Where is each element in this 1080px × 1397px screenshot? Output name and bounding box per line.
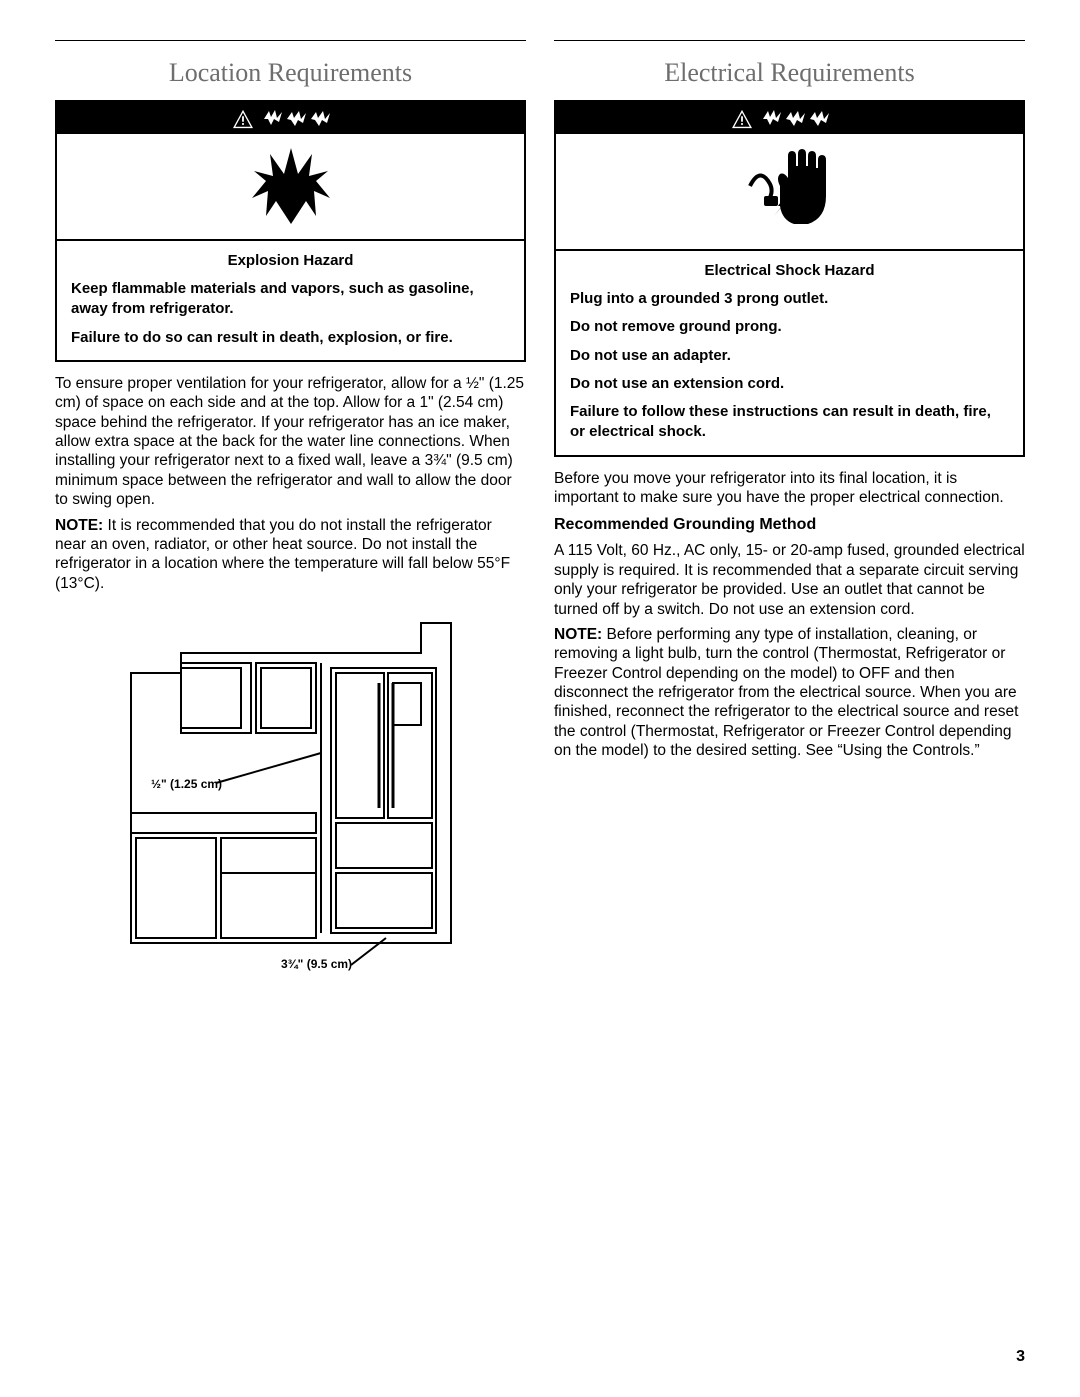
warn-line-r4: Do not use an extension cord. [570, 374, 1009, 394]
right-column: Electrical Requirements [554, 40, 1025, 978]
explosion-warning-text: Explosion Hazard Keep flammable material… [57, 241, 524, 360]
warn-line-r2: Do not remove ground prong. [570, 317, 1009, 337]
location-body: To ensure proper ventilation for your re… [55, 374, 526, 593]
dim-bottom-label: 3¾" (9.5 cm) [281, 957, 352, 971]
explosion-icon-area [57, 134, 524, 239]
hazard-title-left: Explosion Hazard [71, 251, 510, 271]
warning-header-left [57, 102, 524, 134]
electrical-intro: Before you move your refrigerator into i… [554, 469, 1025, 508]
grounding-para: A 115 Volt, 60 Hz., AC only, 15- or 20-a… [554, 541, 1025, 619]
grounding-subhead: Recommended Grounding Method [554, 515, 1025, 535]
installation-diagram: ½" (1.25 cm) 3¾" (9.5 cm) [55, 613, 526, 978]
warn-line-r1: Plug into a grounded 3 prong outlet. [570, 289, 1009, 309]
warning-text-icon [259, 108, 349, 130]
location-note-text: It is recommended that you do not instal… [55, 517, 510, 592]
ventilation-para: To ensure proper ventilation for your re… [55, 374, 526, 510]
electrical-note: NOTE: Before performing any type of inst… [554, 625, 1025, 761]
dim-side-label: ½" (1.25 cm) [151, 777, 222, 791]
explosion-warning-box: Explosion Hazard Keep flammable material… [55, 100, 526, 362]
shock-icon-area [556, 134, 1023, 249]
location-title: Location Requirements [55, 57, 526, 90]
location-note: NOTE: It is recommended that you do not … [55, 516, 526, 594]
warn-line-l1: Keep flammable materials and vapors, suc… [71, 279, 510, 320]
warning-text-icon [758, 108, 848, 130]
alert-icon [731, 109, 753, 129]
warning-header-right [556, 102, 1023, 134]
warn-line-r5: Failure to follow these instructions can… [570, 402, 1009, 443]
electrical-body: Before you move your refrigerator into i… [554, 469, 1025, 761]
page-content: Location Requirements [0, 0, 1080, 1008]
warn-line-l2: Failure to do so can result in death, ex… [71, 328, 510, 348]
electrical-title: Electrical Requirements [554, 57, 1025, 90]
page-number: 3 [1016, 1347, 1025, 1367]
cabinet-diagram-svg: ½" (1.25 cm) 3¾" (9.5 cm) [121, 613, 461, 973]
shock-hand-icon [740, 146, 840, 236]
left-column: Location Requirements [55, 40, 526, 978]
explosion-icon [246, 146, 336, 226]
shock-warning-text: Electrical Shock Hazard Plug into a grou… [556, 251, 1023, 455]
shock-warning-box: Electrical Shock Hazard Plug into a grou… [554, 100, 1025, 457]
alert-icon [232, 109, 254, 129]
top-rule-right [554, 40, 1025, 41]
warn-line-r3: Do not use an adapter. [570, 346, 1009, 366]
top-rule-left [55, 40, 526, 41]
electrical-note-text: Before performing any type of installati… [554, 626, 1018, 759]
hazard-title-right: Electrical Shock Hazard [570, 261, 1009, 281]
